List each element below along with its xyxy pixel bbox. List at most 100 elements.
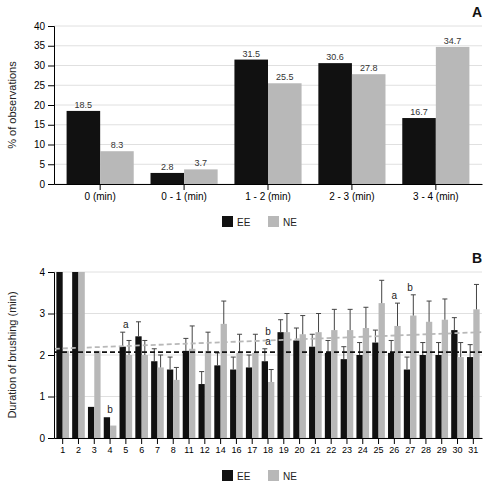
x-tick-mark <box>394 438 395 444</box>
data-label: 8.3 <box>111 140 124 150</box>
bar <box>72 272 78 438</box>
error-bar <box>310 334 315 346</box>
bar <box>356 355 362 438</box>
x-tick-label: 26 <box>389 445 399 455</box>
bar <box>379 303 385 438</box>
bar <box>120 347 126 438</box>
annotation: b <box>107 404 113 415</box>
x-tick-mark <box>184 184 185 190</box>
data-label: 18.5 <box>75 100 93 110</box>
panel: 18.52.831.530.616.78.33.725.527.834.70 (… <box>6 4 483 228</box>
error-bar <box>300 316 305 335</box>
bar <box>388 353 394 438</box>
bar <box>293 340 299 438</box>
x-tick-mark <box>94 438 95 444</box>
panel: aaabbb1234567811121416171819202122232425… <box>6 250 483 482</box>
x-tick-mark <box>204 438 205 444</box>
y-tick: 40 <box>34 21 54 32</box>
bar <box>268 83 302 184</box>
title: A <box>472 4 482 20</box>
error-bar <box>357 343 362 355</box>
y-tick-mark <box>48 26 54 27</box>
error-bar <box>120 332 125 347</box>
bar <box>94 351 100 438</box>
error-bar <box>237 334 242 353</box>
legend-label: NE <box>283 471 297 482</box>
x-tick: 2 <box>76 438 81 455</box>
bar <box>157 367 163 438</box>
error-bar <box>215 353 220 365</box>
x-tick-label: 23 <box>342 445 352 455</box>
bar <box>277 332 283 438</box>
y-tick-label: 2 <box>39 350 45 361</box>
bar <box>347 330 353 438</box>
y-tick-mark <box>48 125 54 126</box>
y-tick-mark <box>48 184 54 185</box>
error-bar <box>389 340 394 352</box>
x-tick: 27 <box>405 438 415 455</box>
x-tick-label: 31 <box>468 445 478 455</box>
error-bar <box>452 318 457 330</box>
y-tick-label: 0 <box>39 433 45 444</box>
y-tick: 0 <box>39 433 54 444</box>
x-tick: 26 <box>389 438 399 455</box>
bar <box>173 380 179 438</box>
bar <box>189 349 195 438</box>
x-tick-mark <box>157 438 158 444</box>
error-bar <box>231 357 236 369</box>
bar <box>467 357 473 438</box>
y-tick-label: 30 <box>34 60 46 71</box>
error-bar <box>404 357 409 369</box>
error-bar <box>190 326 195 349</box>
bar <box>100 151 134 184</box>
x-tick-mark <box>189 438 190 444</box>
x-tick: 19 <box>279 438 289 455</box>
annotation: a <box>265 336 271 347</box>
x-tick-mark <box>425 438 426 444</box>
bar <box>309 347 315 438</box>
bar <box>184 169 218 184</box>
data-label: 30.6 <box>326 52 344 62</box>
x-tick-label: 1 <box>60 445 65 455</box>
data-label: 2.8 <box>161 162 174 172</box>
x-tick: 28 <box>421 438 431 455</box>
error-bar <box>458 343 463 358</box>
bar <box>325 353 331 438</box>
bar <box>104 417 110 438</box>
annotation: b <box>407 282 413 293</box>
annotation: b <box>265 326 271 337</box>
bar <box>372 343 378 438</box>
x-tick: 3 - 4 (min) <box>413 184 459 202</box>
bar <box>318 63 352 184</box>
x-tick-mark <box>252 438 253 444</box>
y-tick: 1 <box>39 391 54 402</box>
y-tick: 5 <box>39 159 54 170</box>
legend-label: EE <box>237 217 251 228</box>
annotations: aaabbb <box>107 282 413 415</box>
bar <box>300 334 306 438</box>
x-tick-label: 3 <box>92 445 97 455</box>
x-tick-mark <box>346 438 347 444</box>
x-tick-label: 6 <box>139 445 144 455</box>
grid-line <box>54 272 482 273</box>
x-tick-mark <box>78 438 79 444</box>
x-tick-mark <box>62 438 63 444</box>
y-tick-mark <box>48 397 54 398</box>
bar <box>56 272 62 438</box>
error-bar <box>136 322 141 337</box>
bar <box>420 355 426 438</box>
grid <box>54 272 482 438</box>
bar <box>436 47 470 184</box>
error-bar <box>316 314 321 333</box>
legend-swatch <box>222 470 233 481</box>
y-tick-label: 1 <box>39 391 45 402</box>
x-tick: 5 <box>123 438 128 455</box>
x-tick-label: 3 - 4 (min) <box>413 191 459 202</box>
y-tick-label: 35 <box>34 40 46 51</box>
x-tick: 8 <box>171 438 176 455</box>
error-bar <box>395 303 400 326</box>
y-tick-label: 20 <box>34 100 46 111</box>
error-bar <box>253 334 258 353</box>
x-tick-label: 17 <box>247 445 257 455</box>
x-tick: 22 <box>326 438 336 455</box>
